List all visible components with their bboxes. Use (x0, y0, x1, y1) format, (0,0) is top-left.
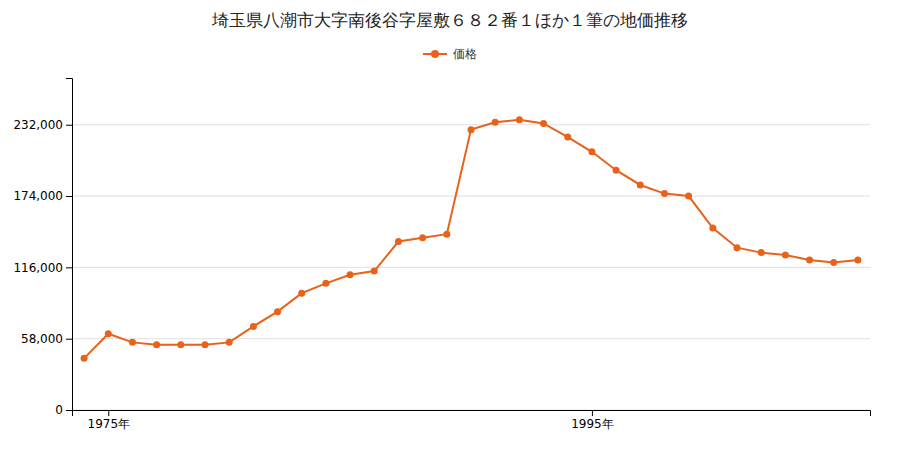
point (298, 290, 305, 297)
tick-mark (66, 267, 72, 268)
tick: 1975年 (87, 410, 130, 431)
point (516, 116, 523, 123)
tick: 1995年 (571, 410, 614, 431)
tick-label: 1975年 (87, 417, 130, 431)
point (685, 193, 692, 200)
point (540, 120, 547, 127)
point (613, 167, 620, 174)
grid-line (72, 196, 870, 197)
legend-label: 価格 (453, 47, 477, 61)
tick-label: 1995年 (571, 417, 614, 431)
point (806, 256, 813, 263)
axis-line (73, 411, 871, 417)
tick: 116,000 (13, 261, 72, 275)
grid-line (72, 338, 870, 339)
title: 埼玉県八潮市大字南後谷字屋敷６８２番１ほか１筆の地価推移 (211, 10, 688, 30)
point (105, 330, 112, 337)
tick: 0 (55, 403, 72, 417)
point (661, 190, 668, 197)
tick: 174,000 (13, 189, 72, 203)
y-axis: 0 58,000 116,000 174,000 232,000 (13, 79, 72, 418)
tick: 58,000 (21, 332, 72, 346)
point (129, 339, 136, 346)
tick-mark (592, 410, 593, 416)
point (564, 134, 571, 141)
tick-mark (66, 339, 72, 340)
point (709, 225, 716, 232)
tick-label: 116,000 (13, 261, 63, 275)
point (177, 341, 184, 348)
point (226, 339, 233, 346)
point (395, 238, 402, 245)
tick: 232,000 (13, 118, 72, 132)
point (588, 148, 595, 155)
tick-label: 58,000 (21, 332, 63, 346)
marks (81, 116, 862, 362)
tick-mark (66, 410, 72, 411)
grid (72, 125, 870, 410)
point (153, 341, 160, 348)
point (250, 323, 257, 330)
grid-line (72, 267, 870, 268)
point (202, 341, 209, 348)
tick-mark (66, 125, 72, 126)
point (637, 181, 644, 188)
legend: 価格 (423, 47, 477, 61)
point (468, 126, 475, 133)
point (758, 249, 765, 256)
point (854, 256, 861, 263)
tick-mark (108, 410, 109, 416)
x-axis: 1975年 1995年 (73, 410, 871, 431)
grid-line (72, 124, 870, 125)
point (734, 244, 741, 251)
point (443, 231, 450, 238)
point (782, 252, 789, 259)
point (274, 308, 281, 315)
chart: 埼玉県八潮市大字南後谷字屋敷６８２番１ほか１筆の地価推移 1975年 1995年 0 5… (0, 0, 900, 450)
point (492, 119, 499, 126)
legend-marker (431, 50, 439, 58)
tick-label: 174,000 (13, 189, 63, 203)
point (347, 271, 354, 278)
legend-item: 価格 (423, 47, 477, 61)
axis-line (66, 79, 73, 411)
line (84, 120, 858, 359)
point (81, 355, 88, 362)
tick-label: 0 (55, 403, 63, 417)
point (371, 268, 378, 275)
point (419, 234, 426, 241)
point (830, 259, 837, 266)
tick-mark (66, 196, 72, 197)
point (322, 280, 329, 287)
tick-label: 232,000 (13, 118, 63, 132)
plot: 1975年 1995年 0 58,000 116,000 174,000 232,000 (13, 79, 870, 431)
